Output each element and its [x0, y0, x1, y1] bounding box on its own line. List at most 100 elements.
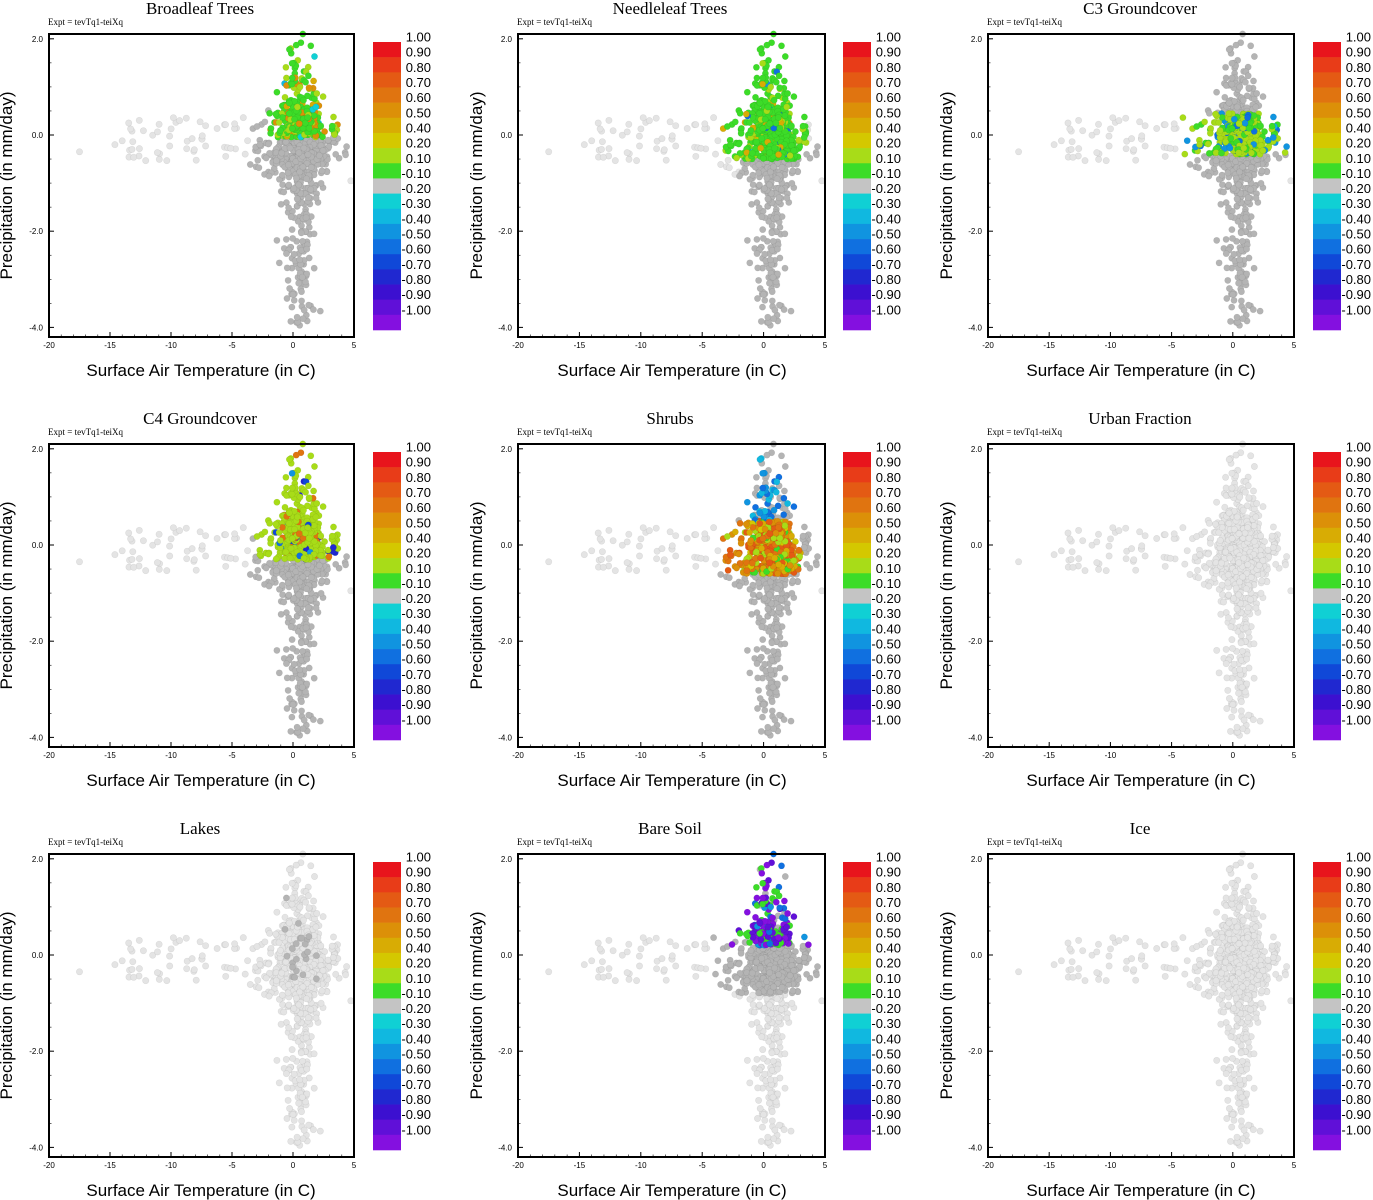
point-colored	[752, 63, 760, 71]
point-background	[167, 125, 175, 133]
point-background	[710, 524, 718, 532]
point-background	[672, 552, 680, 560]
point-neutral	[768, 698, 776, 706]
colorbar-swatch	[843, 254, 871, 270]
colorbar-swatch	[373, 132, 401, 149]
colorbar-swatch	[1313, 254, 1341, 270]
point-background	[672, 532, 680, 540]
y-tick-label: 0.0	[32, 131, 44, 140]
point-neutral	[316, 307, 324, 315]
point-colored	[329, 523, 337, 531]
colorbar-swatch	[373, 208, 401, 225]
expt-label: Expt = tevTq1-teiXq	[48, 427, 124, 437]
point-neutral	[763, 451, 771, 459]
colorbar-label: 0.80	[406, 470, 431, 485]
point-background	[153, 149, 161, 157]
colorbar-label: -0.40	[871, 211, 901, 226]
point-background	[623, 559, 631, 567]
colorbar-swatch	[1313, 314, 1341, 331]
colorbar-label: -0.20	[871, 181, 901, 196]
colorbar-label: -1.00	[871, 712, 901, 727]
point-neutral	[758, 303, 766, 311]
colorbar-swatch	[1313, 284, 1341, 300]
point-background	[76, 558, 84, 566]
point-neutral	[753, 704, 761, 712]
point-neutral	[297, 288, 305, 296]
point-neutral	[289, 290, 297, 298]
point-neutral	[1247, 163, 1255, 171]
point-colored	[266, 519, 274, 527]
point-background	[1136, 118, 1144, 126]
point-neutral	[1218, 171, 1226, 179]
point-background	[231, 120, 239, 128]
point-background	[1109, 114, 1117, 122]
point-background	[129, 138, 137, 146]
point-neutral	[255, 164, 263, 172]
point-colored	[307, 452, 315, 460]
x-tick-label: 5	[352, 341, 357, 350]
x-tick-label: -10	[165, 751, 177, 760]
point-colored	[305, 84, 313, 92]
point-neutral	[286, 284, 294, 292]
point-background	[639, 524, 647, 532]
colorbar-label: -0.70	[871, 667, 901, 682]
point-neutral	[757, 317, 765, 325]
point-neutral	[288, 636, 296, 644]
point-neutral	[766, 666, 774, 674]
scatter-points	[76, 30, 355, 329]
colorbar-swatch	[843, 314, 871, 331]
colorbar-swatch	[373, 527, 401, 544]
colorbar-swatch	[373, 102, 401, 119]
panel-title: Shrubs	[646, 409, 693, 428]
colorbar-swatch	[843, 724, 871, 741]
x-tick-label: -20	[982, 341, 994, 350]
point-neutral	[1238, 273, 1246, 281]
point-colored	[276, 536, 284, 544]
point-colored	[761, 115, 769, 123]
point-colored	[780, 77, 788, 85]
point-background	[1068, 138, 1076, 146]
point-neutral	[1258, 167, 1266, 175]
point-colored	[261, 528, 269, 536]
point-neutral	[1229, 290, 1237, 298]
point-neutral	[288, 226, 296, 234]
point-background	[190, 146, 198, 154]
point-background	[135, 116, 143, 124]
colorbar-label: -0.60	[1341, 242, 1371, 257]
colorbar-label: 0.50	[876, 105, 901, 120]
colorbar-swatch	[843, 588, 871, 604]
colorbar-label: 0.40	[876, 120, 901, 135]
point-background	[639, 114, 647, 122]
point-colored	[748, 149, 756, 157]
colorbar-swatch	[373, 633, 401, 650]
point-neutral	[1244, 72, 1252, 80]
point-neutral	[761, 706, 769, 714]
point-background	[625, 120, 633, 128]
colorbar-swatch	[373, 254, 401, 270]
point-background	[202, 122, 210, 130]
point-neutral	[1186, 161, 1194, 169]
point-neutral	[755, 161, 763, 169]
point-colored	[747, 536, 755, 544]
point-background	[139, 127, 147, 135]
point-background	[658, 545, 666, 553]
point-neutral	[1230, 296, 1238, 304]
point-neutral	[317, 589, 325, 597]
point-neutral	[290, 594, 298, 602]
point-neutral	[759, 644, 767, 652]
point-background	[623, 538, 631, 546]
point-neutral	[1228, 80, 1236, 88]
point-neutral	[1233, 313, 1241, 321]
x-tick-label: -5	[699, 751, 707, 760]
point-colored	[272, 555, 280, 563]
point-colored	[330, 131, 338, 139]
colorbar-swatch	[1313, 117, 1341, 134]
point-background	[662, 156, 670, 164]
point-background	[672, 122, 680, 130]
point-colored	[282, 473, 290, 481]
point-colored	[317, 122, 325, 130]
point-background	[666, 118, 674, 126]
point-colored	[1230, 115, 1238, 123]
point-background	[76, 148, 84, 156]
